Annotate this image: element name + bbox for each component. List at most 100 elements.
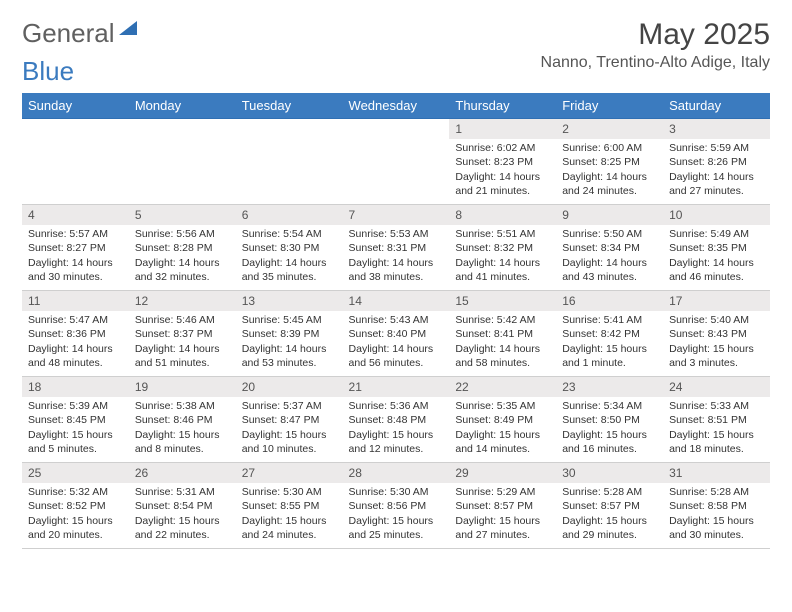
day-number: 31 [663, 463, 770, 483]
calendar-day-cell [129, 119, 236, 205]
day-details: Sunrise: 5:54 AMSunset: 8:30 PMDaylight:… [236, 227, 343, 284]
daylight-line: Daylight: 15 hours and 5 minutes. [28, 428, 123, 456]
day-details: Sunrise: 5:32 AMSunset: 8:52 PMDaylight:… [22, 485, 129, 542]
sunrise-line: Sunrise: 5:53 AM [349, 227, 444, 241]
day-details: Sunrise: 5:28 AMSunset: 8:57 PMDaylight:… [556, 485, 663, 542]
sunset-line: Sunset: 8:45 PM [28, 413, 123, 427]
sunset-line: Sunset: 8:31 PM [349, 241, 444, 255]
day-number: 19 [129, 377, 236, 397]
sunset-line: Sunset: 8:28 PM [135, 241, 230, 255]
day-details: Sunrise: 5:49 AMSunset: 8:35 PMDaylight:… [663, 227, 770, 284]
day-details: Sunrise: 6:02 AMSunset: 8:23 PMDaylight:… [449, 141, 556, 198]
sunset-line: Sunset: 8:42 PM [562, 327, 657, 341]
page-title: May 2025 [541, 18, 770, 52]
sunset-line: Sunset: 8:30 PM [242, 241, 337, 255]
daylight-line: Daylight: 15 hours and 25 minutes. [349, 514, 444, 542]
calendar-day-cell: 15Sunrise: 5:42 AMSunset: 8:41 PMDayligh… [449, 291, 556, 377]
sunset-line: Sunset: 8:36 PM [28, 327, 123, 341]
calendar-day-cell [343, 119, 450, 205]
calendar-day-cell: 7Sunrise: 5:53 AMSunset: 8:31 PMDaylight… [343, 205, 450, 291]
daylight-line: Daylight: 14 hours and 48 minutes. [28, 342, 123, 370]
sunrise-line: Sunrise: 5:45 AM [242, 313, 337, 327]
sunset-line: Sunset: 8:34 PM [562, 241, 657, 255]
logo: General [22, 18, 139, 49]
calendar-day-cell: 13Sunrise: 5:45 AMSunset: 8:39 PMDayligh… [236, 291, 343, 377]
sunset-line: Sunset: 8:23 PM [455, 155, 550, 169]
day-number: 16 [556, 291, 663, 311]
day-details: Sunrise: 5:42 AMSunset: 8:41 PMDaylight:… [449, 313, 556, 370]
sunset-line: Sunset: 8:52 PM [28, 499, 123, 513]
sunrise-line: Sunrise: 5:46 AM [135, 313, 230, 327]
sunrise-line: Sunrise: 5:40 AM [669, 313, 764, 327]
calendar-body: 1Sunrise: 6:02 AMSunset: 8:23 PMDaylight… [22, 119, 770, 549]
day-number: 30 [556, 463, 663, 483]
sunset-line: Sunset: 8:41 PM [455, 327, 550, 341]
sunrise-line: Sunrise: 5:56 AM [135, 227, 230, 241]
daylight-line: Daylight: 15 hours and 10 minutes. [242, 428, 337, 456]
day-details: Sunrise: 5:46 AMSunset: 8:37 PMDaylight:… [129, 313, 236, 370]
daylight-line: Daylight: 14 hours and 46 minutes. [669, 256, 764, 284]
sunrise-line: Sunrise: 6:00 AM [562, 141, 657, 155]
day-number: 24 [663, 377, 770, 397]
logo-text-general: General [22, 18, 115, 49]
sunset-line: Sunset: 8:51 PM [669, 413, 764, 427]
sunrise-line: Sunrise: 5:50 AM [562, 227, 657, 241]
day-details: Sunrise: 5:47 AMSunset: 8:36 PMDaylight:… [22, 313, 129, 370]
calendar-day-cell: 3Sunrise: 5:59 AMSunset: 8:26 PMDaylight… [663, 119, 770, 205]
day-details: Sunrise: 5:30 AMSunset: 8:56 PMDaylight:… [343, 485, 450, 542]
calendar-day-cell: 6Sunrise: 5:54 AMSunset: 8:30 PMDaylight… [236, 205, 343, 291]
day-details: Sunrise: 5:28 AMSunset: 8:58 PMDaylight:… [663, 485, 770, 542]
calendar-day-cell: 4Sunrise: 5:57 AMSunset: 8:27 PMDaylight… [22, 205, 129, 291]
day-details: Sunrise: 5:50 AMSunset: 8:34 PMDaylight:… [556, 227, 663, 284]
sunrise-line: Sunrise: 5:41 AM [562, 313, 657, 327]
calendar-table: Sunday Monday Tuesday Wednesday Thursday… [22, 93, 770, 549]
calendar-day-cell: 26Sunrise: 5:31 AMSunset: 8:54 PMDayligh… [129, 463, 236, 549]
day-number: 11 [22, 291, 129, 311]
sunrise-line: Sunrise: 5:51 AM [455, 227, 550, 241]
day-number: 18 [22, 377, 129, 397]
sunrise-line: Sunrise: 5:54 AM [242, 227, 337, 241]
calendar-week-row: 1Sunrise: 6:02 AMSunset: 8:23 PMDaylight… [22, 119, 770, 205]
daylight-line: Daylight: 14 hours and 35 minutes. [242, 256, 337, 284]
calendar-day-cell: 19Sunrise: 5:38 AMSunset: 8:46 PMDayligh… [129, 377, 236, 463]
calendar-day-cell: 29Sunrise: 5:29 AMSunset: 8:57 PMDayligh… [449, 463, 556, 549]
header-sunday: Sunday [22, 93, 129, 119]
sunset-line: Sunset: 8:57 PM [562, 499, 657, 513]
calendar-week-row: 11Sunrise: 5:47 AMSunset: 8:36 PMDayligh… [22, 291, 770, 377]
day-number: 14 [343, 291, 450, 311]
daylight-line: Daylight: 15 hours and 16 minutes. [562, 428, 657, 456]
daylight-line: Daylight: 14 hours and 41 minutes. [455, 256, 550, 284]
daylight-line: Daylight: 15 hours and 30 minutes. [669, 514, 764, 542]
day-details: Sunrise: 5:35 AMSunset: 8:49 PMDaylight:… [449, 399, 556, 456]
day-number: 4 [22, 205, 129, 225]
header-thursday: Thursday [449, 93, 556, 119]
day-details: Sunrise: 5:31 AMSunset: 8:54 PMDaylight:… [129, 485, 236, 542]
sunrise-line: Sunrise: 5:42 AM [455, 313, 550, 327]
sunset-line: Sunset: 8:54 PM [135, 499, 230, 513]
daylight-line: Daylight: 14 hours and 58 minutes. [455, 342, 550, 370]
logo-text-blue: Blue [22, 56, 770, 87]
sunrise-line: Sunrise: 5:30 AM [349, 485, 444, 499]
calendar-day-cell: 28Sunrise: 5:30 AMSunset: 8:56 PMDayligh… [343, 463, 450, 549]
sunrise-line: Sunrise: 5:31 AM [135, 485, 230, 499]
day-details: Sunrise: 5:33 AMSunset: 8:51 PMDaylight:… [663, 399, 770, 456]
daylight-line: Daylight: 15 hours and 24 minutes. [242, 514, 337, 542]
calendar-day-cell: 14Sunrise: 5:43 AMSunset: 8:40 PMDayligh… [343, 291, 450, 377]
sunrise-line: Sunrise: 5:49 AM [669, 227, 764, 241]
calendar-day-cell: 25Sunrise: 5:32 AMSunset: 8:52 PMDayligh… [22, 463, 129, 549]
calendar-week-row: 25Sunrise: 5:32 AMSunset: 8:52 PMDayligh… [22, 463, 770, 549]
daylight-line: Daylight: 15 hours and 1 minute. [562, 342, 657, 370]
calendar-week-row: 18Sunrise: 5:39 AMSunset: 8:45 PMDayligh… [22, 377, 770, 463]
sunset-line: Sunset: 8:46 PM [135, 413, 230, 427]
sunset-line: Sunset: 8:47 PM [242, 413, 337, 427]
sunrise-line: Sunrise: 5:35 AM [455, 399, 550, 413]
calendar-day-cell: 22Sunrise: 5:35 AMSunset: 8:49 PMDayligh… [449, 377, 556, 463]
daylight-line: Daylight: 15 hours and 8 minutes. [135, 428, 230, 456]
calendar-day-cell: 5Sunrise: 5:56 AMSunset: 8:28 PMDaylight… [129, 205, 236, 291]
daylight-line: Daylight: 15 hours and 12 minutes. [349, 428, 444, 456]
calendar-day-cell: 12Sunrise: 5:46 AMSunset: 8:37 PMDayligh… [129, 291, 236, 377]
day-number: 2 [556, 119, 663, 139]
daylight-line: Daylight: 14 hours and 32 minutes. [135, 256, 230, 284]
calendar-day-cell: 8Sunrise: 5:51 AMSunset: 8:32 PMDaylight… [449, 205, 556, 291]
sunrise-line: Sunrise: 5:43 AM [349, 313, 444, 327]
